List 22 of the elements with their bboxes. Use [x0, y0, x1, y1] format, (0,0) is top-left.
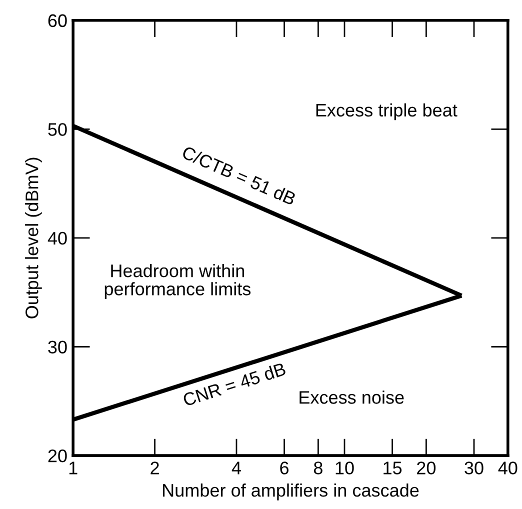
annotation: Headroom within performance limits: [104, 264, 251, 299]
annotation: C/CTB = 51 dB: [181, 145, 297, 206]
x-tick-label: 2: [150, 462, 159, 474]
x-tick-label: 8: [314, 462, 322, 474]
annotation: CNR = 45 dB: [182, 362, 286, 407]
annotation: Excess triple beat: [316, 103, 458, 120]
x-axis-title: Number of amplifiers in cascade: [163, 483, 419, 500]
x-tick-label: 6: [280, 462, 289, 474]
y-tick-label: 20: [48, 449, 67, 462]
x-tick-label: 30: [464, 462, 484, 474]
x-tick-label: 20: [417, 462, 436, 474]
annotation: Excess noise: [300, 390, 404, 404]
y-tick-label: 50: [48, 123, 67, 136]
x-tick-label: 4: [232, 462, 241, 474]
y-tick-label: 40: [48, 232, 67, 245]
y-tick-label: 30: [48, 340, 67, 354]
x-tick-label: 1: [69, 462, 78, 474]
y-axis-title: Output level (dBmV): [25, 158, 42, 318]
x-tick-label: 10: [336, 462, 354, 474]
x-tick-label: 40: [498, 462, 518, 474]
y-tick-label: 60: [48, 14, 67, 28]
x-tick-label: 15: [384, 462, 402, 474]
